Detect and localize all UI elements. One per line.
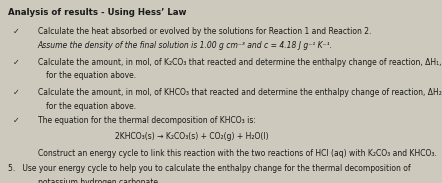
Text: Construct an energy cycle to link this reaction with the two reactions of HCl (a: Construct an energy cycle to link this r… <box>38 149 436 158</box>
Text: Assume the density of the final solution is 1.00 g cm⁻³ and c = 4.18 J g⁻¹ K⁻¹.: Assume the density of the final solution… <box>38 41 332 50</box>
Text: ✓: ✓ <box>13 58 20 67</box>
Text: Calculate the heat absorbed or evolved by the solutions for Reaction 1 and React: Calculate the heat absorbed or evolved b… <box>38 27 371 36</box>
Text: ✓: ✓ <box>12 116 19 125</box>
Text: ✓: ✓ <box>13 88 20 97</box>
Text: potassium hydrogen carbonate.: potassium hydrogen carbonate. <box>38 178 160 183</box>
Text: Analysis of results - Using Hess’ Law: Analysis of results - Using Hess’ Law <box>8 8 187 17</box>
Text: for the equation above.: for the equation above. <box>46 71 137 80</box>
Text: Calculate the amount, in mol, of K₂CO₃ that reacted and determine the enthalpy c: Calculate the amount, in mol, of K₂CO₃ t… <box>38 58 441 67</box>
Text: ✓: ✓ <box>13 27 20 36</box>
Text: 2KHCO₃(s) → K₂CO₃(s) + CO₂(g) + H₂O(l): 2KHCO₃(s) → K₂CO₃(s) + CO₂(g) + H₂O(l) <box>115 132 269 141</box>
Text: The equation for the thermal decomposition of KHCO₃ is:: The equation for the thermal decompositi… <box>38 116 255 125</box>
Text: Calculate the amount, in mol, of KHCO₃ that reacted and determine the enthalpy c: Calculate the amount, in mol, of KHCO₃ t… <box>38 88 442 97</box>
Text: for the equation above.: for the equation above. <box>46 102 137 111</box>
Text: 5.   Use your energy cycle to help you to calculate the enthalpy change for the : 5. Use your energy cycle to help you to … <box>8 164 411 173</box>
